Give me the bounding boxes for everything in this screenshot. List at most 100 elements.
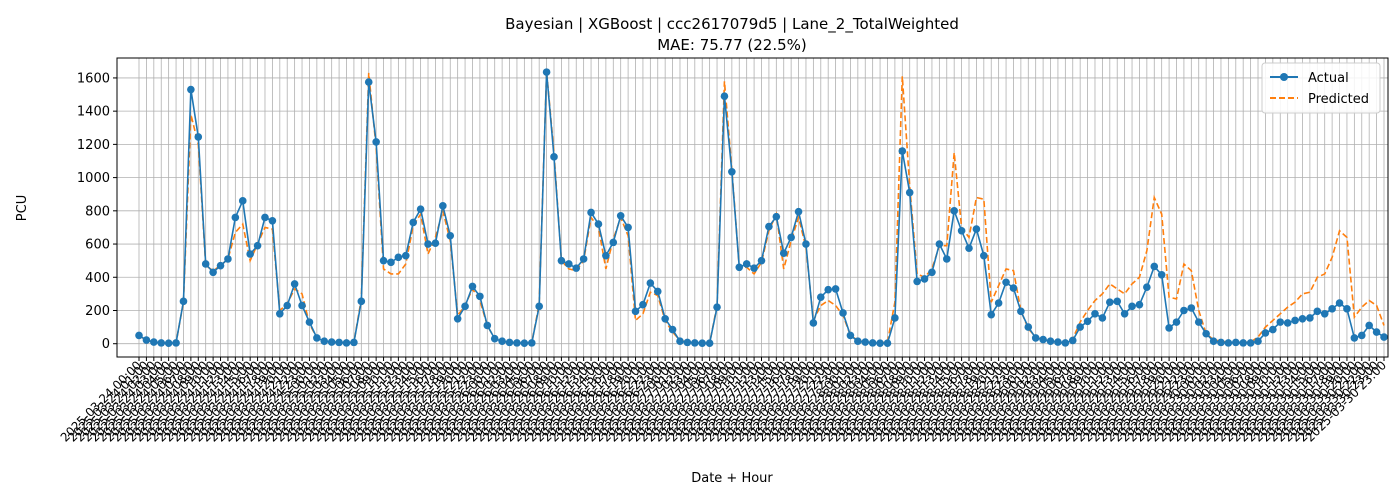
actual-point bbox=[461, 302, 469, 311]
actual-point bbox=[905, 188, 914, 197]
actual-point bbox=[1283, 319, 1292, 327]
actual-point bbox=[1209, 337, 1218, 346]
actual-point bbox=[135, 331, 143, 340]
y-tick-label: 200 bbox=[85, 304, 110, 319]
actual-point bbox=[505, 338, 514, 347]
actual-point bbox=[1320, 310, 1329, 318]
actual-point bbox=[150, 338, 158, 346]
actual-point bbox=[1061, 339, 1070, 347]
actual-point bbox=[453, 314, 462, 323]
actual-point bbox=[565, 260, 573, 268]
actual-point bbox=[379, 256, 388, 265]
actual-point bbox=[987, 310, 996, 319]
actual-point bbox=[1269, 325, 1277, 334]
actual-point bbox=[639, 300, 647, 309]
actual-point bbox=[298, 301, 306, 310]
actual-point bbox=[1165, 324, 1173, 332]
actual-point bbox=[1239, 339, 1247, 347]
actual-point bbox=[557, 256, 566, 265]
actual-point bbox=[327, 338, 336, 346]
actual-point bbox=[1068, 336, 1077, 345]
plot-frame bbox=[116, 57, 1389, 358]
actual-point bbox=[994, 299, 1003, 307]
actual-point bbox=[802, 240, 810, 248]
actual-point bbox=[616, 212, 625, 220]
legend-box bbox=[1261, 62, 1381, 114]
actual-point bbox=[676, 337, 684, 346]
actual-point bbox=[883, 339, 892, 348]
actual-point bbox=[513, 339, 521, 347]
actual-point bbox=[142, 336, 151, 344]
actual-point bbox=[424, 240, 432, 248]
actual-point bbox=[1350, 334, 1359, 342]
actual-point bbox=[824, 285, 832, 294]
actual-point bbox=[335, 338, 343, 347]
actual-point bbox=[854, 337, 862, 346]
actual-point bbox=[357, 297, 366, 306]
actual-point bbox=[624, 223, 632, 232]
actual-point bbox=[876, 339, 884, 348]
actual-point bbox=[683, 338, 692, 347]
y-axis-label: PCU bbox=[15, 195, 30, 221]
actual-point bbox=[364, 78, 373, 86]
actual-point bbox=[290, 280, 299, 288]
actual-point bbox=[646, 279, 655, 287]
actual-point bbox=[831, 285, 840, 293]
actual-point bbox=[1076, 323, 1084, 331]
legend-actual-label: Actual bbox=[1308, 71, 1349, 86]
actual-point bbox=[431, 239, 440, 248]
actual-point bbox=[950, 207, 958, 215]
actual-point bbox=[816, 293, 825, 302]
actual-point bbox=[1098, 314, 1107, 322]
actual-point bbox=[1291, 316, 1299, 325]
actual-point bbox=[1261, 329, 1270, 337]
actual-point bbox=[1120, 310, 1129, 318]
actual-point bbox=[609, 238, 618, 247]
actual-point bbox=[476, 292, 484, 301]
y-tick-label: 600 bbox=[85, 238, 110, 253]
actual-point bbox=[913, 277, 921, 286]
actual-point bbox=[742, 260, 751, 268]
actual-point bbox=[283, 301, 292, 310]
actual-point bbox=[1135, 300, 1144, 309]
y-axis: 0 200 400 600 800 1000 1200 1400 1600 bbox=[77, 71, 117, 352]
actual-point bbox=[572, 264, 581, 272]
actual-point bbox=[1113, 297, 1122, 306]
actual-point bbox=[861, 338, 870, 346]
legend-actual-marker bbox=[1280, 73, 1288, 81]
actual-point bbox=[1091, 310, 1099, 318]
actual-point bbox=[705, 339, 714, 348]
actual-point bbox=[350, 338, 358, 347]
actual-point bbox=[1017, 307, 1025, 316]
grid bbox=[117, 58, 1388, 357]
actual-point bbox=[1180, 306, 1188, 315]
actual-point bbox=[1031, 334, 1040, 342]
actual-point bbox=[772, 212, 781, 221]
actual-point bbox=[757, 256, 766, 265]
actual-point bbox=[246, 250, 254, 258]
actual-point bbox=[809, 319, 818, 327]
actual-point bbox=[698, 339, 707, 348]
actual-point bbox=[1083, 317, 1092, 326]
actual-point bbox=[713, 303, 721, 311]
actual-point bbox=[542, 68, 551, 76]
y-tick-label: 1600 bbox=[77, 71, 110, 86]
actual-point bbox=[490, 334, 499, 343]
actual-point bbox=[1224, 339, 1233, 347]
actual-point bbox=[238, 197, 247, 205]
actual-point bbox=[1246, 339, 1255, 347]
actual-point bbox=[209, 268, 217, 277]
actual-point bbox=[1009, 284, 1018, 292]
actual-point bbox=[920, 275, 929, 283]
actual-point bbox=[1306, 314, 1314, 322]
actual-point bbox=[1106, 298, 1114, 306]
actual-point bbox=[276, 310, 284, 318]
actual-point bbox=[498, 337, 506, 346]
actual-point bbox=[305, 318, 314, 326]
series-layer bbox=[135, 68, 1388, 348]
actual-point bbox=[1187, 304, 1196, 312]
actual-point bbox=[779, 249, 788, 257]
actual-point bbox=[587, 208, 595, 217]
